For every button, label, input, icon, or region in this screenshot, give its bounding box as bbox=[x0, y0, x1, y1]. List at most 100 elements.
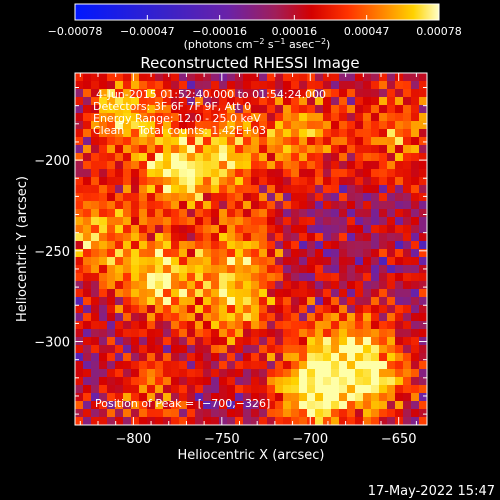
x-tick-label: −750 bbox=[204, 432, 240, 447]
heatmap-cell bbox=[83, 265, 92, 274]
heatmap-cell bbox=[259, 169, 268, 178]
heatmap-cell bbox=[115, 233, 124, 242]
heatmap-cell bbox=[91, 233, 100, 242]
heatmap-cell bbox=[251, 105, 260, 114]
heatmap-cell bbox=[227, 313, 236, 322]
heatmap-cell bbox=[379, 201, 388, 210]
heatmap-cell bbox=[91, 217, 100, 226]
heatmap-cell bbox=[371, 233, 380, 242]
heatmap-cell bbox=[307, 153, 316, 162]
heatmap-cell bbox=[299, 105, 308, 114]
heatmap-cell bbox=[315, 105, 324, 114]
heatmap-cell bbox=[203, 289, 212, 298]
heatmap-cell bbox=[331, 81, 340, 90]
heatmap-cell bbox=[347, 329, 356, 338]
heatmap-cell bbox=[123, 97, 132, 106]
heatmap-cell bbox=[163, 345, 172, 354]
heatmap-cell bbox=[259, 193, 268, 202]
heatmap-cell bbox=[299, 201, 308, 210]
heatmap-cell bbox=[387, 129, 396, 138]
heatmap-cell bbox=[83, 209, 92, 218]
heatmap-cell bbox=[251, 369, 260, 378]
heatmap-cell bbox=[307, 129, 316, 138]
heatmap-cell bbox=[107, 113, 116, 122]
heatmap-cell bbox=[155, 337, 164, 346]
heatmap-cell bbox=[83, 233, 92, 242]
heatmap-cell bbox=[267, 329, 276, 338]
heatmap-cell bbox=[419, 153, 428, 162]
heatmap-cell bbox=[307, 377, 316, 386]
heatmap-cell bbox=[171, 241, 180, 250]
heatmap-cell bbox=[187, 257, 196, 266]
heatmap-cell bbox=[347, 377, 356, 386]
heatmap-cell bbox=[115, 193, 124, 202]
heatmap-cell bbox=[219, 377, 228, 386]
heatmap-cell bbox=[315, 185, 324, 194]
heatmap-cell bbox=[243, 233, 252, 242]
heatmap-cell bbox=[219, 289, 228, 298]
heatmap-cell bbox=[267, 201, 276, 210]
heatmap-cell bbox=[147, 297, 156, 306]
heatmap-cell bbox=[131, 409, 140, 418]
heatmap-cell bbox=[363, 329, 372, 338]
heatmap-cell bbox=[251, 193, 260, 202]
heatmap-cell bbox=[227, 289, 236, 298]
heatmap-cell bbox=[155, 257, 164, 266]
heatmap-cell bbox=[171, 161, 180, 170]
heatmap-cell bbox=[83, 81, 92, 90]
heatmap-cell bbox=[347, 161, 356, 170]
heatmap-cell bbox=[395, 329, 404, 338]
heatmap-cell bbox=[131, 217, 140, 226]
heatmap-cell bbox=[75, 129, 84, 138]
heatmap-cell bbox=[323, 201, 332, 210]
heatmap-cell bbox=[251, 417, 260, 426]
heatmap-cell bbox=[379, 129, 388, 138]
heatmap-cell bbox=[171, 225, 180, 234]
heatmap-cell bbox=[307, 337, 316, 346]
heatmap-cell bbox=[123, 89, 132, 98]
heatmap-cell bbox=[363, 233, 372, 242]
heatmap-cell bbox=[347, 241, 356, 250]
heatmap-cell bbox=[131, 305, 140, 314]
heatmap-cell bbox=[323, 73, 332, 82]
heatmap-cell bbox=[115, 281, 124, 290]
heatmap-cell bbox=[75, 169, 84, 178]
heatmap-cell bbox=[187, 145, 196, 154]
heatmap-cell bbox=[379, 353, 388, 362]
heatmap-cell bbox=[219, 233, 228, 242]
heatmap-cell bbox=[419, 129, 428, 138]
heatmap-cell bbox=[395, 385, 404, 394]
heatmap-cell bbox=[131, 289, 140, 298]
heatmap-cell bbox=[371, 113, 380, 122]
heatmap-cell bbox=[315, 377, 324, 386]
heatmap-cell bbox=[179, 281, 188, 290]
heatmap-cell bbox=[115, 417, 124, 426]
heatmap-cell bbox=[243, 177, 252, 186]
heatmap-cell bbox=[139, 393, 148, 402]
heatmap-cell bbox=[227, 361, 236, 370]
heatmap-cell bbox=[211, 129, 220, 138]
heatmap-cell bbox=[283, 393, 292, 402]
heatmap-cell bbox=[307, 217, 316, 226]
heatmap-cell bbox=[387, 337, 396, 346]
heatmap-cell bbox=[75, 185, 84, 194]
heatmap-cell bbox=[203, 217, 212, 226]
heatmap-cell bbox=[107, 105, 116, 114]
heatmap-cell bbox=[331, 305, 340, 314]
heatmap-cell bbox=[331, 185, 340, 194]
heatmap-cell bbox=[219, 129, 228, 138]
heatmap-cell bbox=[339, 233, 348, 242]
colorbar-tick-label: −0.00078 bbox=[48, 25, 103, 38]
heatmap-cell bbox=[419, 401, 428, 410]
heatmap-cell bbox=[323, 121, 332, 130]
heatmap-cell bbox=[155, 313, 164, 322]
heatmap-cell bbox=[139, 105, 148, 114]
heatmap-cell bbox=[235, 185, 244, 194]
heatmap-cell bbox=[107, 153, 116, 162]
heatmap-cell bbox=[299, 409, 308, 418]
heatmap-cell bbox=[387, 257, 396, 266]
heatmap-cell bbox=[235, 273, 244, 282]
heatmap-cell bbox=[235, 337, 244, 346]
heatmap-cell bbox=[347, 249, 356, 258]
heatmap-cell bbox=[139, 209, 148, 218]
